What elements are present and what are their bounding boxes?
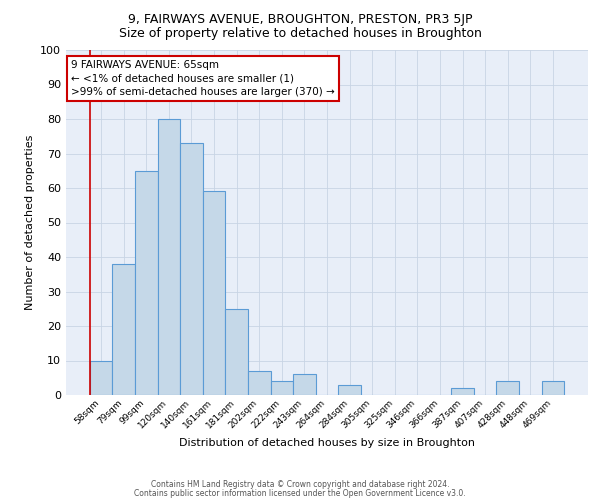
Bar	[158, 119, 180, 395]
Bar	[496, 381, 519, 395]
Bar	[90, 360, 112, 395]
Text: Size of property relative to detached houses in Broughton: Size of property relative to detached ho…	[119, 28, 481, 40]
Bar	[180, 143, 203, 395]
Text: 9 FAIRWAYS AVENUE: 65sqm
← <1% of detached houses are smaller (1)
>99% of semi-d: 9 FAIRWAYS AVENUE: 65sqm ← <1% of detach…	[71, 60, 335, 97]
Text: Contains HM Land Registry data © Crown copyright and database right 2024.: Contains HM Land Registry data © Crown c…	[151, 480, 449, 489]
Bar	[338, 384, 361, 395]
Bar	[271, 381, 293, 395]
Bar	[112, 264, 135, 395]
Text: Contains public sector information licensed under the Open Government Licence v3: Contains public sector information licen…	[134, 488, 466, 498]
Bar	[451, 388, 474, 395]
Bar	[542, 381, 564, 395]
Bar	[226, 308, 248, 395]
Bar	[248, 371, 271, 395]
X-axis label: Distribution of detached houses by size in Broughton: Distribution of detached houses by size …	[179, 438, 475, 448]
Text: 9, FAIRWAYS AVENUE, BROUGHTON, PRESTON, PR3 5JP: 9, FAIRWAYS AVENUE, BROUGHTON, PRESTON, …	[128, 12, 472, 26]
Bar	[135, 171, 158, 395]
Bar	[203, 192, 226, 395]
Bar	[293, 374, 316, 395]
Y-axis label: Number of detached properties: Number of detached properties	[25, 135, 35, 310]
